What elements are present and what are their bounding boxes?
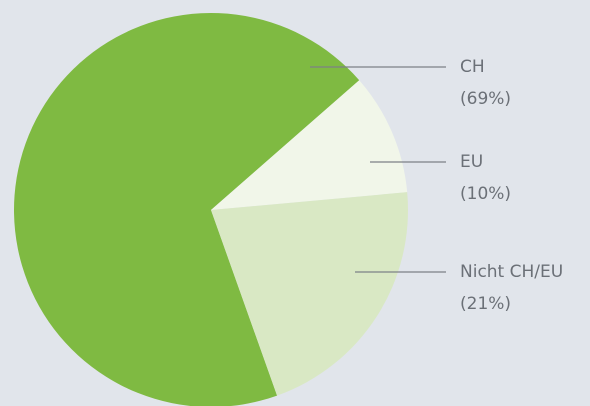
pie-slice [211, 192, 408, 396]
pie-slice [14, 13, 360, 406]
slice-value-label: (10%) [460, 184, 511, 204]
slice-label: EU [460, 152, 483, 172]
pie-slice [211, 80, 408, 210]
slice-label: CH [460, 57, 485, 77]
slice-value-label: (69%) [460, 89, 511, 109]
slice-label: Nicht CH/EU [460, 262, 563, 282]
slice-value-label: (21%) [460, 294, 511, 314]
